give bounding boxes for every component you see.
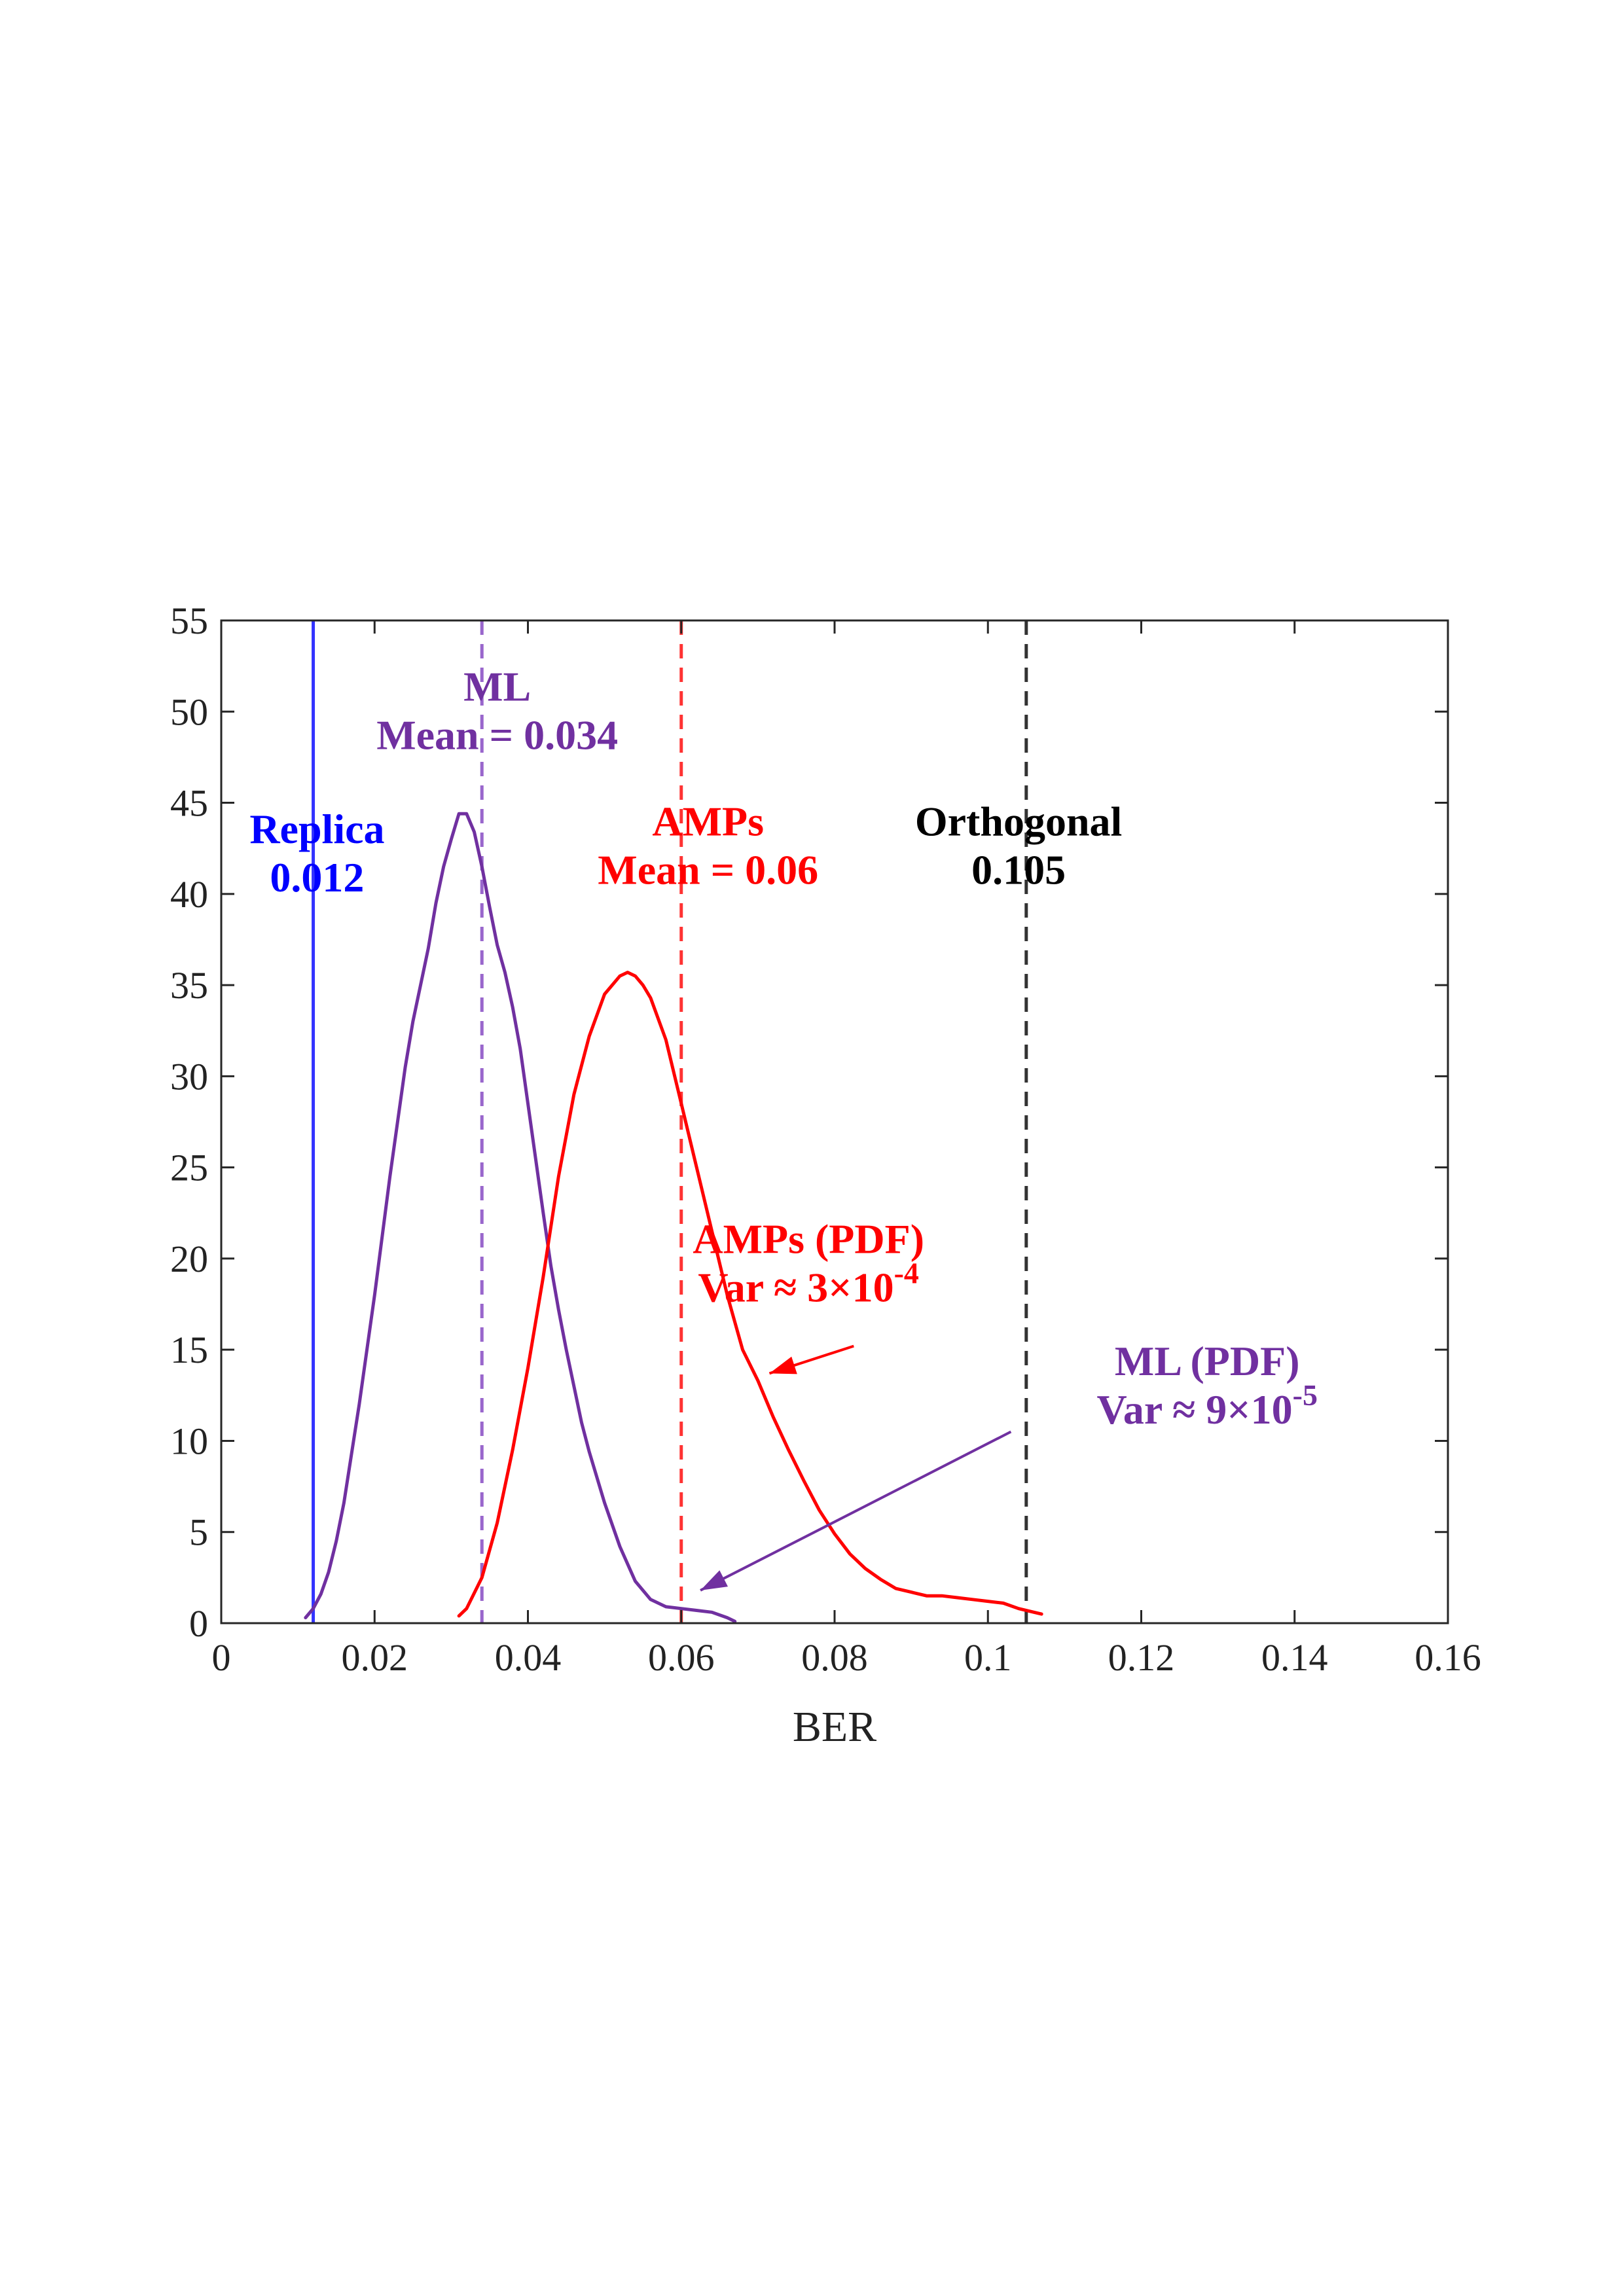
pdf-curve-0 [304,812,737,1623]
y-tick-label-7: 35 [170,964,208,1007]
y-tick-label-2: 10 [170,1420,208,1462]
y-tick-label-11: 55 [170,600,208,642]
x-tick-label-4: 0.08 [801,1636,868,1679]
arrow-1 [700,1430,1012,1592]
annotation-3-line-1: 0.105 [971,847,1066,893]
annotation-5-line-0: ML (PDF) [1115,1338,1300,1384]
axis-ticks: 0 0.02 0.04 0.06 0.08 0.1 0.12 0.14 0.16 0 5 10 15 20… [170,600,1481,1679]
arrow-0 [768,1344,854,1375]
x-tick-label-5: 0.1 [964,1636,1012,1679]
annotation-0-line-1: 0.012 [270,854,364,901]
reference-lines [312,620,1028,1623]
annotation-5: ML (PDF)Var ≈ 9×10-5 [1096,1338,1318,1433]
annotation-4: AMPs (PDF)Var ≈ 3×10-4 [693,1216,924,1311]
y-tick-label-9: 45 [170,782,208,825]
y-tick-label-8: 40 [170,873,208,916]
y-tick-label-5: 25 [170,1147,208,1189]
y-tick-label-1: 5 [189,1511,208,1554]
x-tick-label-2: 0.04 [495,1636,562,1679]
x-tick-label-3: 0.06 [648,1636,715,1679]
y-tick-label-0: 0 [189,1602,208,1645]
x-tick-label-0: 0 [212,1636,231,1679]
y-tick-label-4: 20 [170,1238,208,1280]
annotation-4-line-0: AMPs (PDF) [693,1216,924,1263]
annotation-2-line-0: AMPs [652,798,764,845]
pdf-series [304,812,1043,1623]
annotation-0-line-0: Replica [249,806,384,852]
x-tick-label-1: 0.02 [342,1636,408,1679]
x-axis-title: BER [793,1703,876,1751]
annotation-4-line-1: Var ≈ 3×10-4 [698,1257,919,1311]
y-tick-label-10: 50 [170,691,208,733]
x-tick-label-6: 0.12 [1108,1636,1175,1679]
annotation-5-line-1: Var ≈ 9×10-5 [1096,1378,1318,1433]
y-tick-label-6: 30 [170,1055,208,1098]
annotation-1-line-0: ML [463,664,531,710]
annotation-2-line-1: Mean = 0.06 [598,847,818,893]
annotation-3-line-0: Orthogonal [915,798,1122,845]
annotation-1-line-1: Mean = 0.034 [376,712,618,759]
y-tick-label-3: 15 [170,1329,208,1371]
plot-background [221,620,1448,1623]
pdf-curve-1 [457,971,1043,1618]
x-tick-label-7: 0.14 [1261,1636,1328,1679]
annotation-arrows [700,1344,1012,1592]
x-tick-label-8: 0.16 [1415,1636,1481,1679]
